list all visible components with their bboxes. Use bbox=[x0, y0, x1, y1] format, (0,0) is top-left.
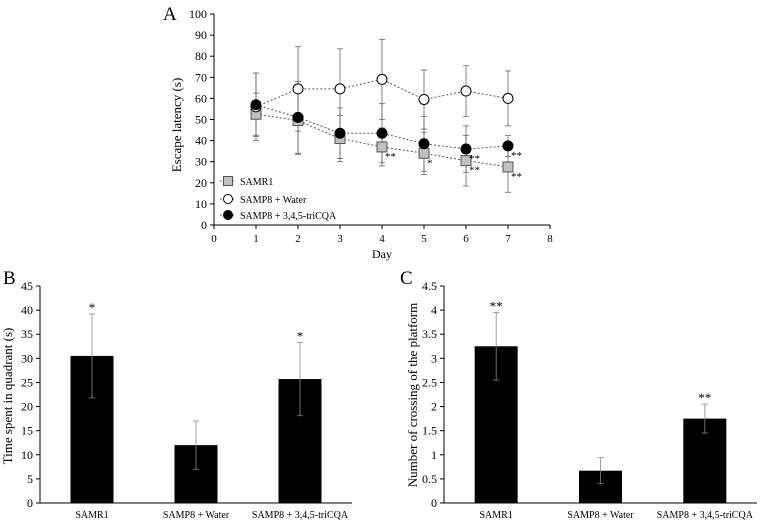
panel-a: A Escape latency (s) Day 010203040506070… bbox=[163, 4, 553, 261]
panel-b-y-tick-label: 25 bbox=[21, 375, 33, 389]
panel-b-y-tick-label: 0 bbox=[27, 496, 33, 510]
panel-b-category-label: SAMP8 + 3,4,5-triCQA bbox=[252, 510, 349, 521]
panel-c-y-tick-label: 2.5 bbox=[422, 375, 437, 389]
panel-c-y-tick-label: 4.5 bbox=[422, 279, 437, 293]
data-point-samp8-water bbox=[376, 73, 388, 85]
panel-a-x-tick-label: 7 bbox=[505, 233, 511, 245]
panel-a-y-tick-label: 40 bbox=[195, 134, 207, 148]
significance-mark-samp8-3-4-5-tricqa: ** bbox=[511, 150, 522, 162]
data-point-samp8-3-4-5-tricqa bbox=[418, 138, 430, 150]
panel-b-y-tick-label: 40 bbox=[21, 303, 33, 317]
panel-c-y-tick-label: 4 bbox=[431, 303, 437, 317]
panel-c-y-tick-label: 3.5 bbox=[422, 327, 437, 341]
panel-a-x-tick-label: 0 bbox=[211, 233, 217, 245]
panel-c-y-tick-label: 2 bbox=[431, 400, 437, 414]
panel-c-ylabel: Number of crossing of the platform bbox=[405, 303, 420, 487]
panel-a-xlabel: Day bbox=[372, 247, 392, 261]
panel-c-y-tick-label: 0.5 bbox=[422, 472, 437, 486]
significance-mark-samr1: ** bbox=[469, 165, 480, 177]
data-point-samr1 bbox=[502, 161, 514, 173]
panel-a-letter: A bbox=[163, 4, 177, 25]
panel-a-y-tick-label: 50 bbox=[195, 113, 207, 127]
panel-a-y-tick-label: 0 bbox=[201, 218, 207, 232]
panel-c-y-tick-label: 1.5 bbox=[422, 424, 437, 438]
panel-c-category-label: SAMP8 + 3,4,5-triCQA bbox=[657, 510, 754, 521]
data-point-samr1 bbox=[460, 155, 472, 167]
panel-b-category-label: SAMR1 bbox=[75, 510, 108, 521]
panel-a-x-tick-label: 3 bbox=[337, 233, 343, 245]
legend-marker-samp8-water bbox=[223, 194, 233, 204]
panel-c: C Number of crossing of the platform 0 0.… bbox=[400, 268, 757, 521]
panel-c-category-label: SAMR1 bbox=[479, 510, 512, 521]
panel-b-y-tick-label: 30 bbox=[21, 351, 33, 365]
panel-a-x-tick-label: 1 bbox=[253, 233, 259, 245]
panel-c-y-tick-label: 1 bbox=[431, 448, 437, 462]
data-point-samr1 bbox=[376, 141, 388, 153]
panel-a-y-tick-label: 100 bbox=[189, 7, 207, 21]
panel-a-y-tick-label: 30 bbox=[195, 155, 207, 169]
significance-mark-samr1: * bbox=[427, 157, 433, 169]
significance-mark-samr1: ** bbox=[511, 171, 522, 183]
panel-b-letter: B bbox=[3, 268, 16, 289]
panel-c-y-tick-label: 3 bbox=[431, 351, 437, 365]
panel-c-letter: C bbox=[400, 268, 413, 289]
data-point-samp8-water bbox=[502, 92, 514, 104]
significance-mark-samp8-3-4-5-tricqa: ** bbox=[469, 153, 480, 165]
data-point-samp8-water bbox=[292, 83, 304, 95]
panel-a-legend: SAMR1 SAMP8 + Water SAMP8 + 3,4,5-triCQA bbox=[220, 176, 337, 222]
data-point-samp8-3-4-5-tricqa bbox=[376, 127, 388, 139]
panel-b-significance-mark: * bbox=[297, 328, 304, 343]
panel-a-y-tick-label: 60 bbox=[195, 91, 207, 105]
data-point-samp8-3-4-5-tricqa bbox=[250, 99, 262, 111]
data-point-samp8-3-4-5-tricqa bbox=[460, 143, 472, 155]
panel-b-y-tick-label: 5 bbox=[27, 472, 33, 486]
data-point-samp8-3-4-5-tricqa bbox=[292, 111, 304, 123]
panel-a-y-tick-label: 20 bbox=[195, 176, 207, 190]
panel-b-y-tick-label: 35 bbox=[21, 327, 33, 341]
panel-b-significance-mark: * bbox=[89, 300, 96, 315]
data-point-samp8-water bbox=[334, 83, 346, 95]
data-point-samp8-water bbox=[460, 85, 472, 97]
panel-c-significance-mark: ** bbox=[490, 299, 503, 314]
panel-a-y-tick-label: 80 bbox=[195, 49, 207, 63]
panel-c-y-tick-label: 0 bbox=[431, 496, 437, 510]
panel-a-y-tick-label: 90 bbox=[195, 28, 207, 42]
panel-b: B Time spent in quadrant (s) 0 5 10 15 20 25 3… bbox=[0, 268, 352, 521]
panel-b-y-tick-label: 45 bbox=[21, 279, 33, 293]
legend-label-samp8-water: SAMP8 + Water bbox=[240, 195, 307, 206]
data-point-samp8-3-4-5-tricqa bbox=[502, 140, 514, 152]
legend-label-samp8-3-4-5-tricqa: SAMP8 + 3,4,5-triCQA bbox=[240, 211, 337, 222]
panel-a-y-tick-label: 70 bbox=[195, 70, 207, 84]
panel-b-y-tick-label: 20 bbox=[21, 400, 33, 414]
legend-marker-samr1 bbox=[223, 176, 233, 186]
panel-b-ylabel: Time spent in quadrant (s) bbox=[0, 328, 15, 465]
significance-mark-samr1: ** bbox=[385, 151, 396, 163]
data-point-samp8-water bbox=[418, 93, 430, 105]
panel-c-category-label: SAMP8 + Water bbox=[567, 510, 634, 521]
panel-a-ylabel: Escape latency (s) bbox=[169, 78, 184, 173]
panel-b-category-label: SAMP8 + Water bbox=[163, 510, 230, 521]
panel-a-x-tick-label: 5 bbox=[421, 233, 427, 245]
panel-b-y-tick-label: 15 bbox=[21, 424, 33, 438]
panel-b-y-tick-label: 10 bbox=[21, 448, 33, 462]
panel-a-x-tick-label: 6 bbox=[463, 233, 469, 245]
panel-c-significance-mark: ** bbox=[698, 390, 711, 405]
panel-a-x-tick-label: 4 bbox=[379, 233, 385, 245]
legend-label-samr1: SAMR1 bbox=[240, 177, 273, 188]
panel-a-y-tick-label: 10 bbox=[195, 197, 207, 211]
panel-a-x-tick-label: 2 bbox=[295, 233, 301, 245]
legend-marker-samp8-3-4-5-tricqa bbox=[223, 210, 233, 220]
data-point-samp8-3-4-5-tricqa bbox=[334, 127, 346, 139]
panel-a-x-tick-label: 8 bbox=[547, 233, 553, 245]
